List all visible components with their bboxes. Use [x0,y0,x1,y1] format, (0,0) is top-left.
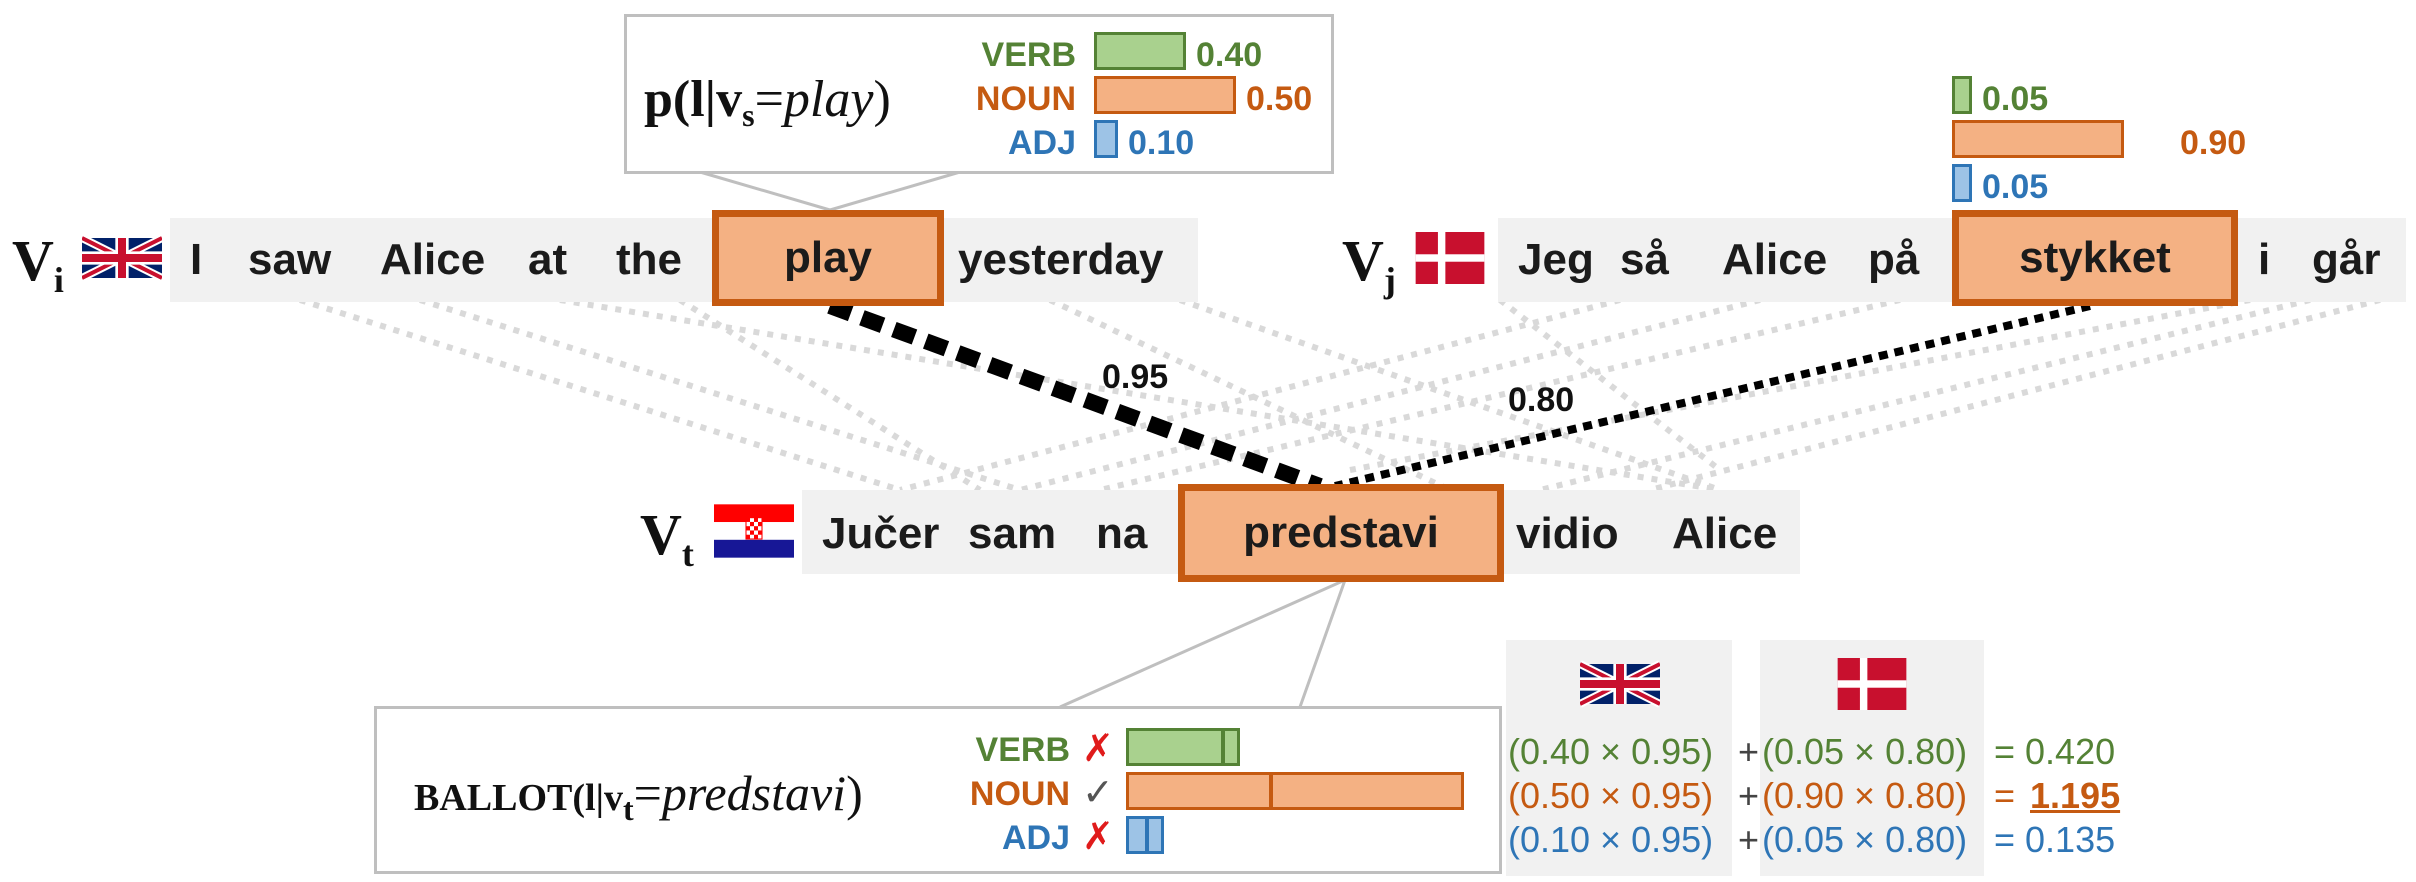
source-j-label: Vj [1342,228,1396,300]
denmark-flag-icon [1415,232,1485,284]
bar-j-adj [1952,164,1972,202]
source-j-word: Alice [1722,235,1828,284]
calc-adj-b: (0.05 × 0.80) [1762,819,1968,860]
cross-icon: ✗ [1082,816,1114,858]
calc-adj-a: (0.10 × 0.95) [1508,819,1714,860]
edge-stykket-predstavi [1334,302,2091,490]
prob-verb-label: VERB [981,36,1076,74]
source-i-word: at [528,235,568,284]
uk-flag-icon [82,234,162,282]
ballot-bar-noun-j [1270,772,1464,810]
target-highlighted-word: predstavi [1178,484,1504,582]
ballot-bar-noun-i [1126,772,1272,810]
prob-noun-label: NOUN [975,80,1076,118]
prob-formula: p(l|vs=play) [644,71,891,133]
target-word: Jučer [822,509,940,558]
source-j-word: går [2312,235,2381,284]
bar-i-adj [1094,120,1118,158]
bar-i-verb [1094,32,1186,70]
calc-noun-result: 1.195 [2030,775,2121,816]
calc-noun-b: (0.90 × 0.80) [1762,775,1968,816]
value-i-verb: 0.40 [1196,36,1263,74]
value-i-adj: 0.10 [1128,124,1195,162]
calc-noun-a: (0.50 × 0.95) [1508,775,1714,816]
source-i-highlighted-word: play [712,210,944,306]
ballot-bar-adj-i [1126,816,1148,854]
source-j-word: på [1868,235,1920,284]
calc-verb-a: (0.40 × 0.95) [1508,731,1714,772]
denmark-flag-icon [1837,658,1907,710]
ballot-formula: BALLOT(l|vt=predstavi) [414,765,863,827]
bar-j-noun [1952,120,2124,158]
edge-play-predstavi [827,298,1323,494]
edge-weight-i: 0.95 [1102,358,1169,396]
uk-flag-icon [1580,660,1660,708]
target-word: sam [968,509,1057,558]
edge-weight-j: 0.80 [1508,381,1575,419]
ballot-verb-label: VERB [975,731,1070,769]
source-i-word: saw [248,235,332,284]
cross-icon: ✗ [1082,728,1114,770]
calc-noun-plus: + [1738,775,1760,816]
ballot-adj-label: ADJ [1001,819,1070,857]
bar-j-verb [1952,76,1972,114]
source-i-word: yesterday [958,235,1164,284]
target-word: Alice [1672,509,1778,558]
calc-verb-result: = 0.420 [1994,731,2116,772]
calc-adj-plus: + [1738,819,1760,860]
prob-callout-pointer [699,170,961,212]
source-i-label: Vi [12,228,64,300]
source-i-word: Alice [380,235,486,284]
target-word: na [1096,509,1148,558]
check-icon: ✓ [1082,772,1114,814]
source-i-sentence [170,218,1198,302]
calc-adj-result: = 0.135 [1994,819,2116,860]
target-word: vidio [1516,509,1619,558]
source-j-highlighted-word: stykket [1952,210,2238,306]
source-j-word: i [2258,235,2271,284]
value-j-verb: 0.05 [1982,80,2049,118]
calc-noun-result-eq: = [1994,775,2016,816]
ballot-bar-verb-j [1222,728,1240,766]
value-j-adj: 0.05 [1982,168,2049,206]
value-j-noun: 0.90 [2180,124,2247,162]
source-j-word: Jeg [1518,235,1594,284]
calc-verb-b: (0.05 × 0.80) [1762,731,1968,772]
source-i-word: the [616,235,682,284]
ballot-bar-adj-j [1146,816,1164,854]
calc-verb-plus: + [1738,731,1760,772]
target-label: Vt [640,502,694,574]
value-i-noun: 0.50 [1246,80,1313,118]
ballot-noun-label: NOUN [969,775,1070,813]
croatia-flag-icon [714,504,794,558]
source-j-word: så [1620,235,1669,284]
ballot-bar-verb-i [1126,728,1224,766]
source-i-word: I [190,235,203,284]
ballot-callout-pointer [1059,577,1348,709]
prob-adj-label: ADJ [1007,124,1076,162]
bar-i-noun [1094,76,1236,114]
